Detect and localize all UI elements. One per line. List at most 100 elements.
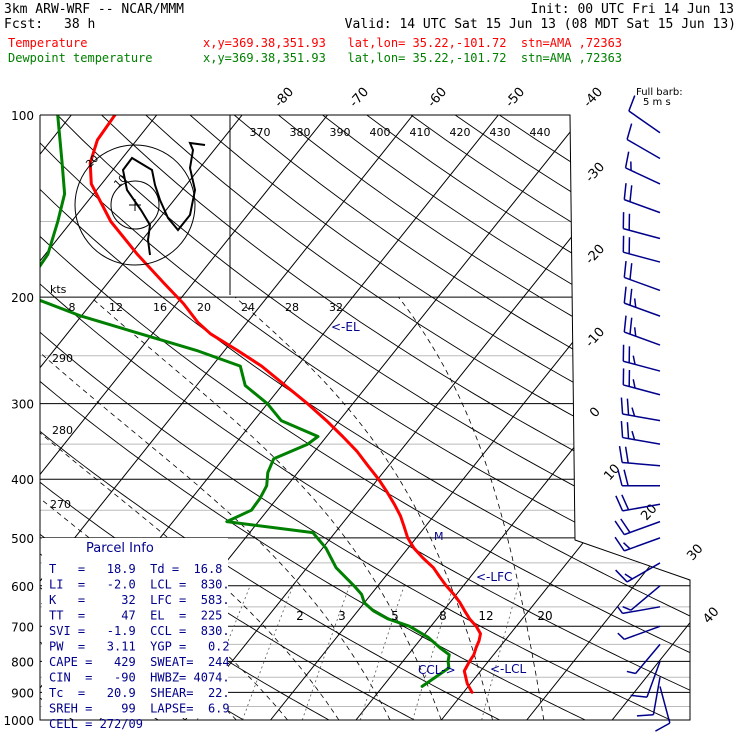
hodograph-theta-label: 440 (530, 126, 551, 139)
wind-barb-flag (624, 446, 629, 464)
wind-barb (630, 585, 661, 611)
wind-barb-flag (620, 397, 624, 415)
wind-barb (626, 138, 661, 160)
dry-adiabat-line (322, 115, 690, 720)
moist-adiabat-line (398, 296, 545, 720)
hodograph-theta-label: 390 (330, 126, 351, 139)
theta-label: 270 (50, 498, 71, 511)
wind-barb (634, 643, 661, 675)
wind-barb-flag (624, 573, 633, 580)
wind-barb-flag (631, 407, 636, 417)
isotherm-label: 0 (587, 405, 604, 421)
parcel-info-row: K = 32 LFC = 583. (49, 593, 230, 607)
wind-barb-flag (623, 260, 627, 278)
theta-label: 280 (52, 424, 73, 437)
wind-barb-flag (632, 355, 636, 365)
mixing-ratio-label: 5 (391, 609, 399, 623)
wind-barb-flag (629, 317, 633, 335)
wind-barb (624, 276, 661, 292)
pressure-tick-label: 300 (11, 398, 34, 412)
wind-barb-flag (623, 183, 627, 200)
dry-adiabat-line (189, 115, 690, 720)
wind-barb-flag (626, 670, 636, 675)
pressure-tick-label: 200 (11, 291, 34, 305)
wind-barb-flag (617, 632, 625, 640)
parcel-info-row: CIN = -90 HWBZ= 4074. (49, 671, 230, 685)
wind-barb (628, 110, 661, 134)
hodograph-theta-label: 430 (490, 126, 511, 139)
init-time: Init: 00 UTC Fri 14 Jun 13 (530, 2, 735, 17)
pressure-tick-label: 900 (11, 686, 34, 700)
ccl-marker: CCL-> (418, 663, 456, 677)
wind-barb-flag (618, 446, 623, 463)
wind-barb (659, 686, 671, 724)
plot-border (39, 114, 691, 721)
hodograph-speed-label: 32 (329, 301, 343, 314)
wind-barb-flag (655, 722, 671, 732)
temperature-trace (88, 115, 482, 694)
wind-barb-flag (622, 605, 632, 611)
dry-adiabat-line (40, 115, 671, 720)
mixing-ratio-label: 2 (296, 609, 304, 623)
mixing-ratio-line (412, 585, 454, 720)
parcel-info-row: LI = -2.0 LCL = 830. (49, 578, 230, 592)
mixing-ratio-line (481, 585, 519, 720)
pressure-tick-label: 100 (11, 109, 34, 123)
moist-adiabat-line (234, 296, 493, 720)
parcel-info-row: PW = 3.11 YGP = 0.2 (49, 640, 230, 654)
parcel-info-row: CAPE = 429 SWEAT= 244 (49, 655, 230, 669)
wind-barb-flag (623, 469, 629, 486)
temperature-location: x,y=369.38,351.93 lat,lon= 35.22,-101.72… (203, 36, 623, 50)
wind-barb-flag (615, 569, 628, 583)
dewpoint-legend-label: Dewpoint temperature (8, 51, 153, 65)
isotherm-line (40, 115, 414, 720)
mixing-ratio-label: 12 (478, 609, 493, 623)
model-title: 3km ARW-WRF -- NCAR/MMM (4, 2, 185, 17)
hodograph-theta-label: 400 (370, 126, 391, 139)
hodograph-speed-label: 8 (69, 301, 76, 314)
isotherm-label: 30 (684, 541, 706, 563)
wind-barb-flag (616, 605, 624, 614)
mixing-ratio-line (242, 585, 294, 720)
barb-legend-title: Full barb: (636, 87, 683, 98)
mixing-ratio-line (359, 585, 405, 720)
wind-barb (622, 436, 661, 445)
wind-barb-flag (636, 713, 654, 717)
moist-adiabat-line (40, 296, 391, 720)
m-marker: M (434, 530, 444, 543)
hodograph-theta-label: 410 (410, 126, 431, 139)
parcel-info-title: Parcel Info (86, 541, 154, 556)
wind-barb (623, 227, 661, 240)
pressure-tick-label: 1000 (3, 714, 34, 728)
lcl-marker: <-LCL (490, 662, 526, 676)
dry-adiabat-line (40, 115, 586, 720)
pressure-tick-label: 600 (11, 580, 34, 594)
wind-barb (625, 167, 661, 185)
mixing-ratio-line (301, 585, 350, 720)
hodograph-units-label: kts (50, 283, 67, 296)
hodograph-theta-label: 370 (250, 126, 271, 139)
isotherm-label: -60 (425, 85, 450, 111)
dry-adiabat-line (145, 115, 690, 720)
parcel-info-row: CELL = 272/09 (49, 717, 143, 731)
hodograph-speed-label: 28 (285, 301, 299, 314)
wind-barb-flag (614, 520, 625, 536)
dry-adiabat-line (57, 115, 690, 720)
isotherm-label: -50 (503, 85, 528, 111)
isotherm-line (40, 115, 328, 720)
temperature-legend-label: Temperature (8, 36, 88, 50)
dewpoint-location: x,y=369.38,351.93 lat,lon= 35.22,-101.72… (203, 51, 623, 65)
wind-barb-flag (629, 185, 633, 202)
wind-barb-flag (623, 286, 627, 304)
isotherm-label: -80 (272, 85, 297, 111)
wind-barb (623, 251, 661, 263)
isotherm-label: -20 (583, 242, 608, 268)
parcel-info-row: TT = 47 EL = 225 (49, 609, 222, 623)
isotherm-label: -40 (581, 85, 606, 111)
wind-barb-flag (632, 379, 636, 389)
pressure-tick-label: 700 (11, 620, 34, 634)
wind-barb-flag (626, 422, 630, 439)
wind-barb-flag (630, 694, 648, 698)
hodograph-trace (121, 141, 206, 256)
